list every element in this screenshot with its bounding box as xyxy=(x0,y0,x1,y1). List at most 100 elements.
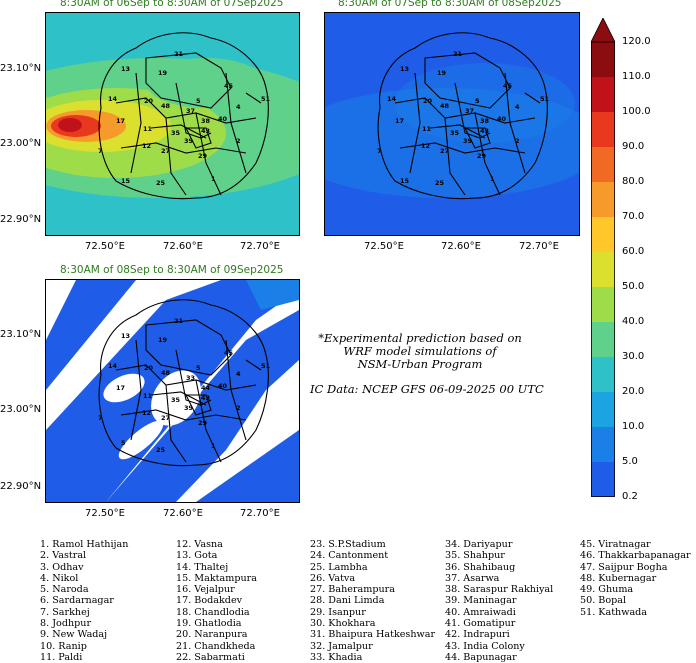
zone-legend-item: 16. Vejalpur xyxy=(176,584,235,596)
zone-legend-item: 47. Saijpur Bogha xyxy=(580,561,668,573)
zone-legend-item: 4. Nikol xyxy=(40,572,79,584)
y-tick-label: 22.90°N xyxy=(0,481,42,492)
colorbar-tick-label: 110.0 xyxy=(622,71,651,82)
zone-legend-item: 44. Bapunagar xyxy=(445,651,517,663)
svg-text:20: 20 xyxy=(423,97,433,105)
colorbar-band xyxy=(591,182,615,218)
svg-text:14: 14 xyxy=(108,362,118,370)
colorbar-tick-label: 0.2 xyxy=(622,491,638,502)
zone-legend-item: 27. Baherampura xyxy=(310,584,395,596)
zone-legend-item: 28. Dani Limda xyxy=(310,595,385,607)
colorbar-band xyxy=(591,112,615,148)
colorbar-band xyxy=(591,392,615,428)
svg-text:1: 1 xyxy=(211,175,216,183)
svg-text:15: 15 xyxy=(400,177,410,185)
svg-text:38: 38 xyxy=(480,117,490,125)
panel-2-title: 8:30AM of 07Sep to 8:30AM of 08Sep2025 xyxy=(338,0,562,9)
colorbar-tick-label: 40.0 xyxy=(622,316,645,327)
colorbar-tick-label: 100.0 xyxy=(622,106,651,117)
zone-legend-item: 24. Cantonment xyxy=(310,550,389,562)
zone-legend-item: 46. Thakkarbapanagar xyxy=(580,550,691,562)
colorbar-tick-label: 120.0 xyxy=(622,36,651,47)
svg-text:40: 40 xyxy=(497,115,507,123)
svg-text:17: 17 xyxy=(116,384,125,392)
x-tick-label: 72.60°E xyxy=(163,508,203,519)
zone-legend-item: 29. Isanpur xyxy=(310,606,366,618)
svg-text:48: 48 xyxy=(161,369,171,377)
zone-legend-item: 9. New Wadaj xyxy=(40,629,108,641)
svg-text:21: 21 xyxy=(174,50,184,58)
x-tick-label: 72.70°E xyxy=(519,241,559,252)
y-tick-label: 23.00°N xyxy=(0,404,42,415)
svg-text:21: 21 xyxy=(453,50,463,58)
zone-legend-item: 3. Odhav xyxy=(40,561,84,573)
zone-legend-item: 5. Naroda xyxy=(40,584,89,596)
rainfall-map-day2: 13 21 19 20 48 45 4 51 14 17 5 37 38 40 11 35 43 12 … xyxy=(324,12,580,236)
panel-3-title: 8:30AM of 08Sep to 8:30AM of 09Sep2025 xyxy=(60,264,284,276)
zone-legend-item: 49. Ghuma xyxy=(580,584,634,596)
svg-text:5: 5 xyxy=(196,97,201,105)
svg-text:35: 35 xyxy=(171,396,181,404)
zone-legend-item: 34. Dariyapur xyxy=(445,539,513,550)
zone-legend-col-2: 12. Vasna 13. Gota 14. Thaltej 15. Maktampu… xyxy=(176,539,257,663)
zone-legend-item: 12. Vasna xyxy=(176,539,223,550)
y-tick-label: 23.00°N xyxy=(0,138,42,149)
colorbar-tick-label: 50.0 xyxy=(622,281,645,292)
zone-legend-item: 22. Sabarmati xyxy=(176,651,245,663)
zone-legend-col-4: 34. Dariyapur 35. Shahpur 36. Shahibaug 37.… xyxy=(445,539,553,663)
zone-legend-item: 41. Gomatipur xyxy=(445,618,516,630)
zone-legend-item: 38. Saraspur Rakhiyal xyxy=(445,584,554,596)
zone-legend-item: 17. Bodakdev xyxy=(176,595,243,607)
zone-legend-item: 6. Sardarnagar xyxy=(40,595,114,607)
note-line-2: WRF model simulations of xyxy=(343,344,497,358)
svg-text:5: 5 xyxy=(475,97,480,105)
colorbar-band xyxy=(591,252,615,288)
svg-text:43: 43 xyxy=(201,127,210,135)
svg-text:27: 27 xyxy=(440,147,449,155)
svg-text:29: 29 xyxy=(198,419,208,427)
zone-legend-item: 33. Khadia xyxy=(310,651,363,663)
svg-text:5: 5 xyxy=(196,364,201,372)
svg-text:45: 45 xyxy=(224,82,234,90)
svg-text:39: 39 xyxy=(184,404,194,412)
svg-text:2: 2 xyxy=(236,137,241,145)
zone-legend-item: 14. Thaltej xyxy=(176,561,229,573)
svg-text:11: 11 xyxy=(143,392,153,400)
svg-text:19: 19 xyxy=(437,69,447,77)
svg-text:4: 4 xyxy=(236,103,241,111)
svg-text:40: 40 xyxy=(218,382,228,390)
svg-text:1: 1 xyxy=(490,175,495,183)
svg-text:15: 15 xyxy=(121,177,131,185)
rainfall-map-day1: 13 21 19 20 48 45 4 51 14 17 5 37 38 40 11 35 43 12 … xyxy=(45,12,300,236)
zone-legend-item: 39. Maninagar xyxy=(445,595,517,607)
svg-text:51: 51 xyxy=(261,95,271,103)
svg-text:13: 13 xyxy=(121,65,130,73)
svg-text:45: 45 xyxy=(224,349,234,357)
svg-text:39: 39 xyxy=(184,137,194,145)
svg-text:45: 45 xyxy=(503,82,513,90)
y-tick-label: 22.90°N xyxy=(0,214,42,225)
zone-legend-item: 37. Asarwa xyxy=(445,572,500,584)
colorbar xyxy=(590,17,616,498)
zone-legend-item: 25. Lambha xyxy=(310,561,368,573)
zone-legend-item: 23. S.P.Stadium xyxy=(310,539,386,550)
colorbar-band xyxy=(591,42,615,78)
svg-text:25: 25 xyxy=(156,179,166,187)
zone-legend-item: 30. Khokhara xyxy=(310,618,376,630)
zone-legend-item: 2. Vastral xyxy=(40,550,87,562)
zone-legend-item: 26. Vatva xyxy=(310,572,356,584)
zone-legend-item: 18. Chandlodia xyxy=(176,606,250,618)
zone-legend-item: 1. Ramol Hathijan xyxy=(40,539,129,550)
svg-text:4: 4 xyxy=(515,103,520,111)
x-tick-label: 72.50°E xyxy=(85,508,125,519)
zone-legend-item: 8. Jodhpur xyxy=(40,618,92,630)
svg-text:25: 25 xyxy=(435,179,445,187)
svg-text:43: 43 xyxy=(201,394,210,402)
x-tick-label: 72.50°E xyxy=(85,241,125,252)
zone-legend-item: 19. Ghatlodia xyxy=(176,618,242,630)
svg-text:20: 20 xyxy=(144,364,154,372)
zone-legend-item: 7. Sarkhej xyxy=(40,606,90,618)
svg-text:12: 12 xyxy=(421,142,430,150)
svg-text:11: 11 xyxy=(422,125,432,133)
svg-text:37: 37 xyxy=(465,107,474,115)
